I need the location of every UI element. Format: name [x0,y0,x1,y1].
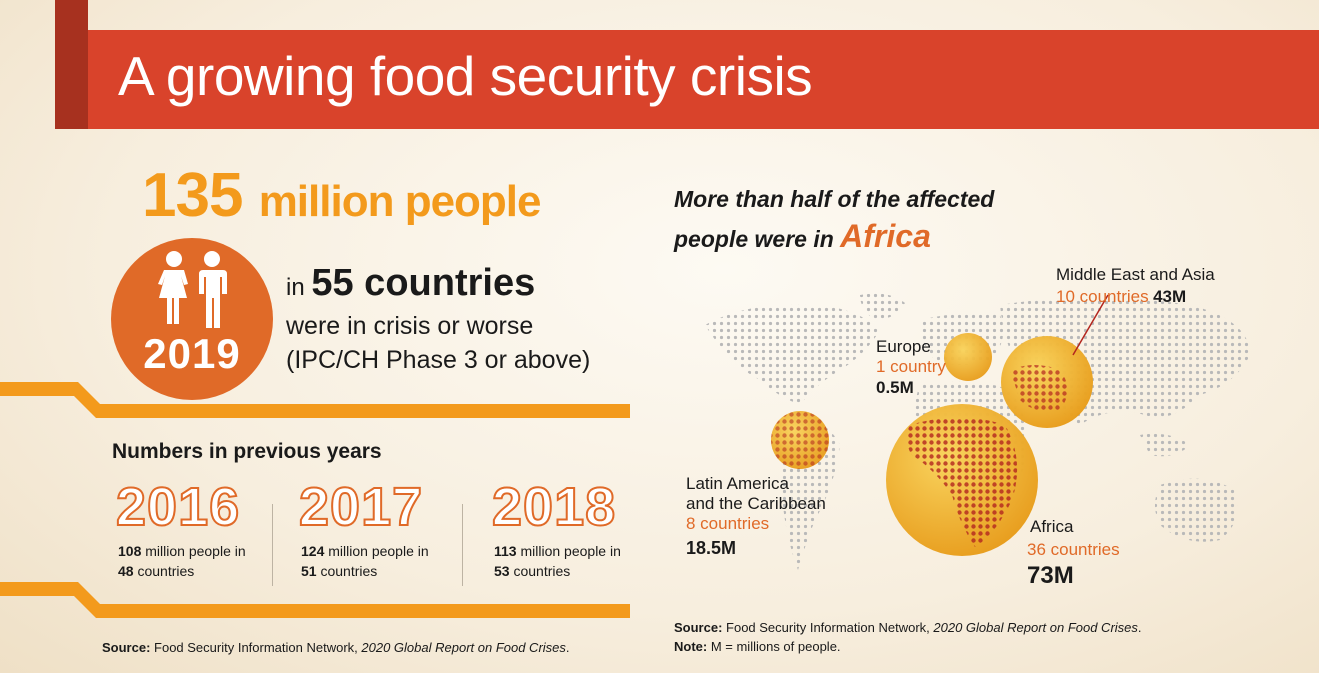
source-note-right: Source: Food Security Information Networ… [674,620,1142,654]
title-banner [88,30,1319,129]
map-headline-line-1: More than half of the affected [674,186,995,212]
bubble-africa [886,404,1038,556]
region-name-africa: Africa [1030,517,1074,536]
year-2019: 2019 [143,330,241,377]
year-2017-desc: 124 million people in 51 countries [301,543,429,579]
map-headline-line-2: people were in Africa [674,218,931,254]
lower-stripe [0,582,630,618]
region-value-latin-america: 18.5M [686,538,737,558]
region-name-middle-east-asia: Middle East and Asia [1056,265,1215,284]
page-title: A growing food security crisis [118,45,813,107]
region-name-europe: Europe [876,337,931,356]
year-circle [111,238,273,400]
countries-line: in 55 countries [286,262,535,305]
region-stats-middle-east-asia: 10 countries 43M [1056,287,1187,306]
headline-unit: million people [258,177,542,226]
year-2017: 2017 [298,476,424,538]
bubble-latin-america [771,411,829,469]
bubble-europe [944,333,992,381]
region-value-africa: 73M [1027,562,1074,589]
people-icon [158,251,227,328]
world-map [705,293,1250,570]
in-prefix: in [286,274,305,301]
year-2018-desc: 113 million people in 53 countries [494,543,621,579]
region-name-latin-america-1: Latin America [686,474,789,493]
countries-count: 55 countries [311,262,536,304]
region-count-africa: 36 countries [1027,540,1120,559]
upper-stripe [0,382,630,418]
crisis-line-1: were in crisis or worse [286,312,534,340]
year-2016: 2016 [115,476,241,538]
region-count-latin-america: 8 countries [686,514,770,533]
year-2016-desc: 108 million people in 48 countries [118,543,246,579]
previous-years-heading: Numbers in previous years [112,440,382,463]
banner-fold [55,0,88,129]
africa-emphasis: Africa [840,218,931,254]
bubble-middle-east-asia [1001,336,1093,428]
source-note-left: Source: Food Security Information Networ… [102,640,570,655]
region-value-europe: 0.5M [876,378,914,397]
headline-number: 135 [142,161,243,230]
headline-figure: 135 million people [142,160,542,231]
divider [462,504,463,586]
crisis-line-2: (IPC/CH Phase 3 or above) [286,346,591,374]
region-name-latin-america-2: and the Caribbean [686,494,826,513]
region-count-europe: 1 country [876,357,946,376]
divider [272,504,273,586]
year-2018: 2018 [491,476,617,538]
